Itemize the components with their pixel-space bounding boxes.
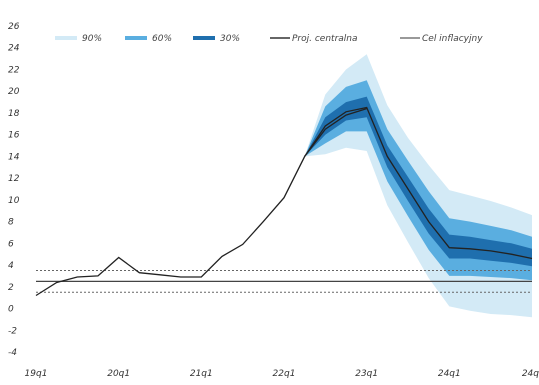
- y-tick-label: 14: [8, 152, 20, 162]
- legend-label-30: 30%: [220, 34, 240, 44]
- band-60: [304, 80, 532, 281]
- band-30: [304, 96, 532, 267]
- y-tick-label: -4: [8, 348, 17, 358]
- y-tick-label: 20: [8, 87, 20, 97]
- inflation-target: [36, 270, 532, 293]
- y-tick-label: 16: [8, 131, 20, 141]
- legend-swatch-90: [55, 36, 77, 40]
- y-tick-label: 8: [8, 218, 14, 228]
- y-tick-label: -2: [8, 326, 17, 336]
- y-tick-label: 0: [8, 305, 14, 315]
- x-tick-label: 19q1: [25, 369, 48, 379]
- y-tick-label: 10: [8, 196, 20, 206]
- y-tick-label: 4: [8, 261, 14, 271]
- x-tick-label: 24q1: [438, 369, 461, 379]
- x-tick-label: 20q1: [107, 369, 130, 379]
- y-tick-label: 2: [8, 283, 14, 293]
- x-tick-label: 24q: [522, 369, 539, 379]
- y-tick-label: 18: [8, 109, 20, 119]
- x-tick-label: 21q1: [190, 369, 213, 379]
- legend-label-target: Cel inflacyjny: [422, 34, 483, 44]
- y-tick-label: 12: [8, 174, 20, 184]
- series-lines: [35, 106, 533, 297]
- legend-label-central: Proj. centralna: [292, 34, 358, 44]
- y-tick-label: 26: [8, 22, 20, 32]
- legend-label-90: 90%: [82, 34, 102, 44]
- legend-swatch-30: [193, 36, 215, 40]
- y-tick-label: 6: [8, 239, 14, 249]
- legend: 90% 60% 30% Proj. centralna Cel inflacyj…: [55, 34, 483, 44]
- y-tick-label: 24: [8, 44, 20, 54]
- legend-label-60: 60%: [152, 34, 172, 44]
- x-axis: 19q1 20q1 21q1 22q1 23q1 24q1 24q: [25, 369, 539, 379]
- central-projection-line: [304, 106, 533, 260]
- x-tick-label: 23q1: [355, 369, 378, 379]
- x-tick-label: 22q1: [273, 369, 296, 379]
- fan-bands: [304, 54, 532, 318]
- legend-swatch-60: [125, 36, 147, 40]
- y-tick-label: 22: [8, 66, 20, 76]
